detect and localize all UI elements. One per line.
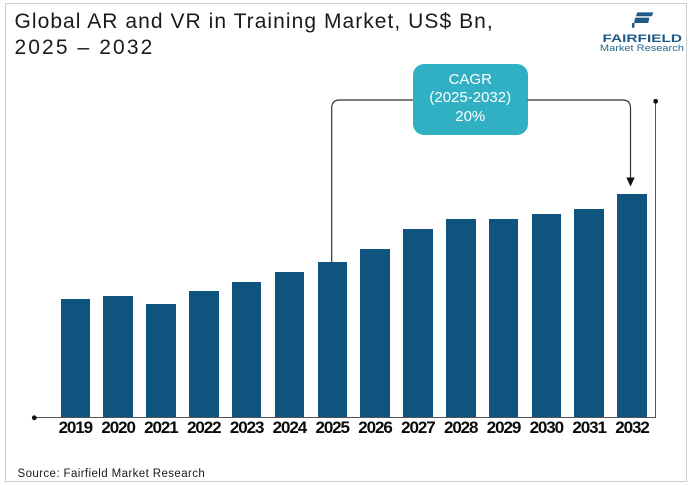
svg-text:FAIRFIELD: FAIRFIELD bbox=[603, 33, 683, 45]
svg-text:Market Research: Market Research bbox=[600, 43, 684, 53]
